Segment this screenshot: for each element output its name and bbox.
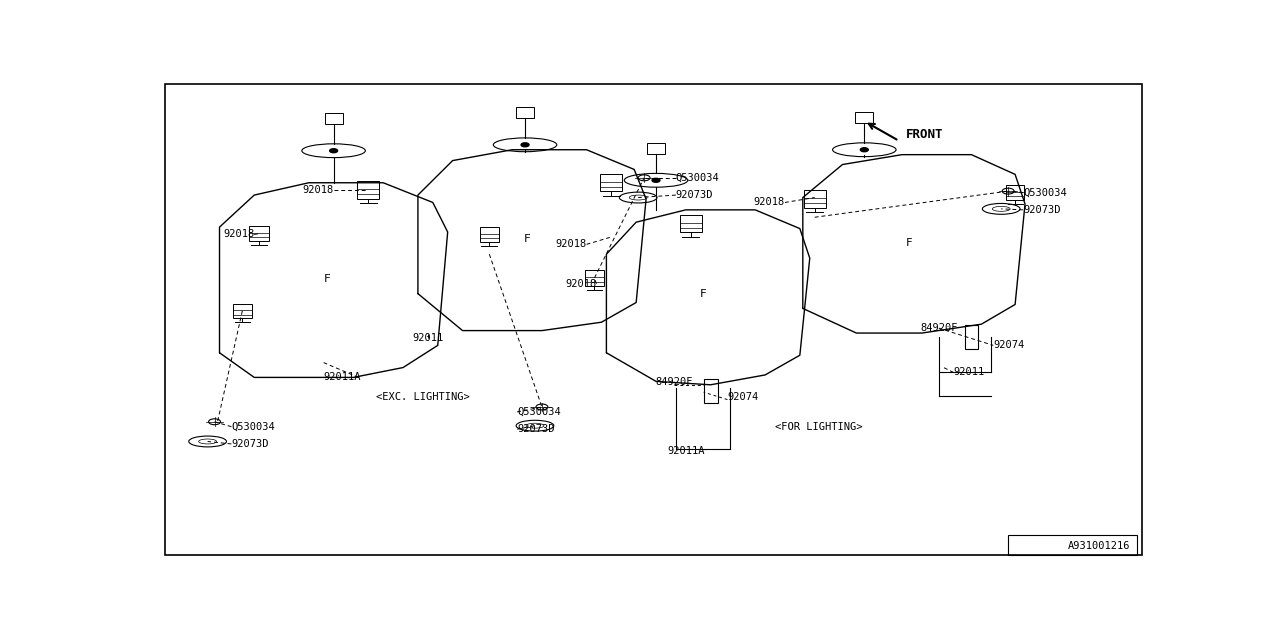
Bar — [804, 190, 826, 208]
Text: 92074: 92074 — [727, 392, 759, 402]
Bar — [704, 380, 718, 403]
Text: Q530034: Q530034 — [1023, 188, 1066, 198]
Circle shape — [330, 148, 338, 153]
Text: 92018: 92018 — [566, 279, 596, 289]
Bar — [965, 325, 978, 349]
Bar — [1009, 535, 1137, 555]
Bar — [1006, 185, 1024, 200]
Text: FRONT: FRONT — [906, 129, 943, 141]
Text: 92073D: 92073D — [1023, 205, 1061, 215]
Text: Q530034: Q530034 — [517, 407, 561, 417]
Bar — [516, 108, 534, 118]
Text: Q530034: Q530034 — [232, 422, 275, 432]
Text: F: F — [905, 238, 913, 248]
Text: 92011A: 92011A — [324, 372, 361, 383]
Text: <FOR LIGHTING>: <FOR LIGHTING> — [776, 422, 863, 432]
Circle shape — [521, 143, 529, 147]
Text: 92011A: 92011A — [667, 446, 704, 456]
Circle shape — [652, 179, 660, 182]
Bar — [357, 182, 379, 199]
Text: 92073D: 92073D — [232, 439, 269, 449]
Circle shape — [860, 148, 868, 152]
Text: 92018: 92018 — [754, 198, 785, 207]
Text: Q530034: Q530034 — [676, 173, 719, 183]
Text: 92073D: 92073D — [517, 424, 554, 434]
Text: F: F — [324, 274, 330, 284]
Text: 92018: 92018 — [302, 185, 334, 195]
Text: 84920F: 84920F — [655, 378, 692, 387]
Bar — [325, 113, 343, 124]
Bar — [250, 226, 269, 241]
Bar — [480, 227, 499, 243]
Bar — [585, 270, 604, 285]
Text: <EXC. LIGHTING>: <EXC. LIGHTING> — [376, 392, 470, 402]
Text: 84920F: 84920F — [920, 323, 957, 333]
Text: 92073D: 92073D — [676, 190, 713, 200]
Text: F: F — [524, 234, 530, 244]
Text: 92011: 92011 — [954, 367, 984, 378]
Bar — [233, 303, 252, 318]
Text: 92018: 92018 — [556, 239, 586, 250]
Text: F: F — [700, 289, 707, 299]
Bar — [855, 112, 873, 123]
Text: 92011: 92011 — [412, 333, 443, 343]
Text: 92018: 92018 — [223, 230, 255, 239]
Text: A931001216: A931001216 — [1068, 541, 1130, 551]
Bar — [600, 174, 622, 191]
Bar — [680, 215, 701, 232]
Bar — [648, 143, 664, 154]
Text: 92074: 92074 — [993, 340, 1024, 350]
